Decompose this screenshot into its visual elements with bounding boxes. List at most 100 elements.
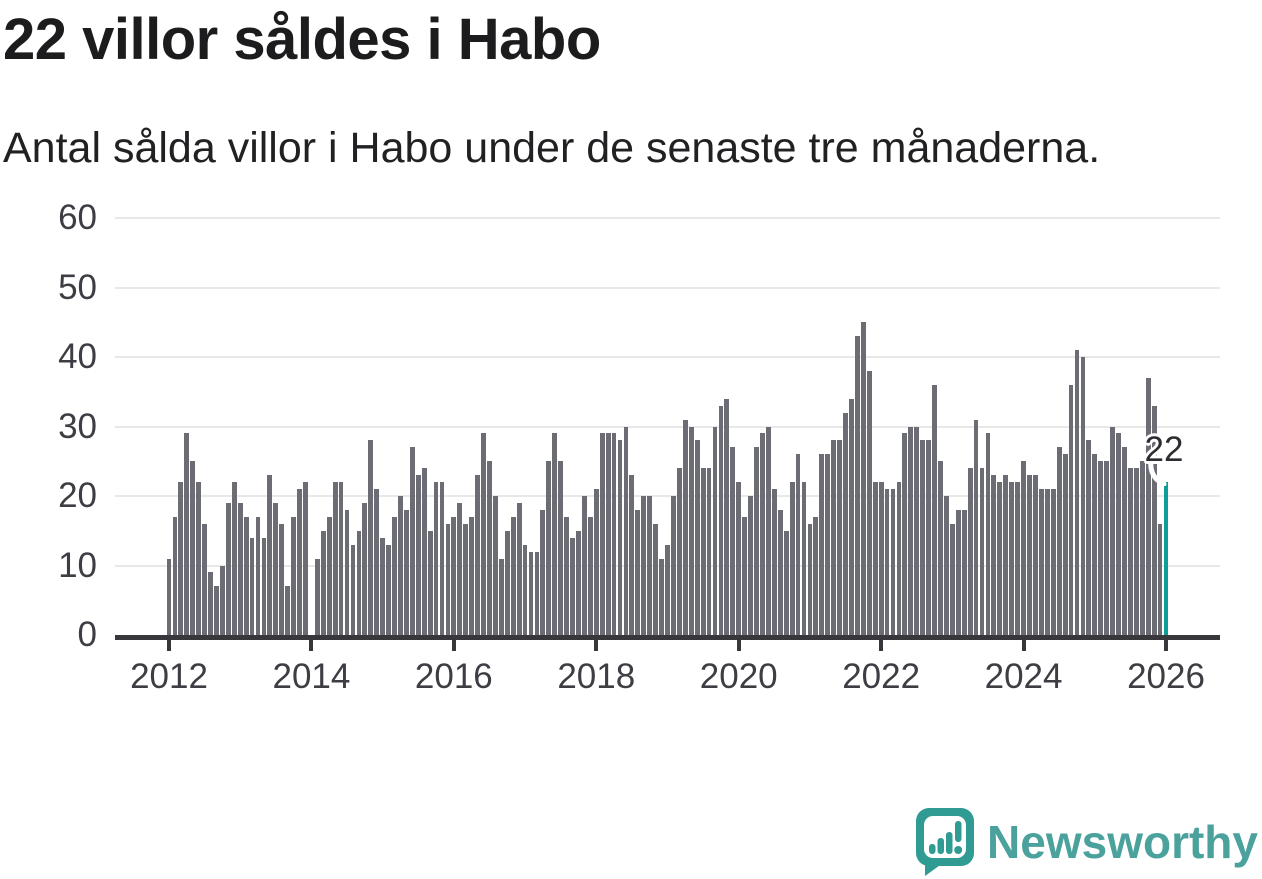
x-axis-tick-label: 2016 — [414, 657, 493, 696]
bar — [860, 322, 866, 635]
bar — [671, 496, 676, 635]
bar — [1157, 523, 1163, 635]
bar — [463, 523, 469, 635]
bar — [1145, 377, 1151, 635]
bar — [225, 502, 231, 635]
bar — [1027, 475, 1032, 635]
bar — [492, 496, 498, 635]
bar — [267, 475, 273, 635]
bar — [356, 530, 362, 635]
bar — [605, 433, 611, 635]
bar — [398, 496, 403, 635]
y-axis-tick-label: 20 — [58, 476, 97, 515]
bar — [220, 565, 225, 635]
bar — [866, 370, 872, 635]
bar — [178, 482, 184, 635]
bar — [944, 496, 949, 635]
x-axis-tick-label: 2024 — [984, 657, 1063, 696]
bar — [326, 516, 332, 635]
gridline-y-40 — [115, 356, 1220, 358]
bar — [890, 489, 896, 635]
bar — [813, 516, 819, 635]
bar — [546, 461, 552, 635]
bar — [510, 516, 516, 635]
bar — [855, 336, 860, 635]
chart-subtitle: Antal sålda villor i Habo under de senas… — [3, 124, 1101, 172]
bar — [582, 496, 587, 635]
bar — [973, 419, 979, 635]
bar — [1092, 454, 1098, 635]
bar — [243, 516, 249, 635]
bar — [1080, 357, 1086, 635]
bar — [469, 516, 475, 635]
highlight-value-label: 22 — [1144, 430, 1184, 470]
bar — [540, 509, 546, 635]
bar — [718, 405, 724, 635]
bar — [166, 558, 172, 635]
x-axis-tick — [594, 640, 599, 651]
bar — [576, 530, 581, 635]
y-axis-tick-label: 50 — [58, 267, 97, 307]
bar — [1133, 468, 1139, 635]
bar — [1009, 482, 1015, 635]
bar — [249, 537, 255, 635]
bar — [682, 419, 688, 635]
bar — [807, 523, 813, 635]
bar — [344, 509, 350, 635]
newsworthy-wordmark: Newsworthy — [987, 816, 1258, 868]
y-axis-tick-label: 10 — [58, 545, 97, 585]
bar — [1033, 475, 1038, 635]
bar — [498, 558, 504, 635]
x-axis-tick — [451, 640, 456, 651]
bar — [676, 468, 682, 635]
bar — [208, 572, 213, 635]
bar — [190, 461, 196, 635]
bar — [872, 482, 878, 635]
bar — [706, 468, 712, 635]
bar — [736, 482, 742, 635]
bar — [938, 461, 943, 635]
x-axis-tick-label: 2014 — [272, 657, 351, 696]
bar — [777, 509, 783, 635]
bar — [849, 398, 854, 635]
x-axis-tick — [879, 640, 884, 651]
bar — [599, 433, 605, 635]
bar — [843, 412, 848, 635]
bar — [475, 475, 480, 635]
bar — [1003, 475, 1009, 635]
y-axis-tick-label: 60 — [58, 198, 97, 237]
bar — [481, 433, 486, 635]
label-leader-line — [1148, 447, 1167, 487]
bar — [647, 496, 653, 635]
bar — [837, 440, 842, 635]
bar — [1122, 447, 1127, 635]
bar — [635, 509, 641, 635]
bar — [392, 516, 397, 635]
x-axis-tick-label: 2012 — [130, 657, 208, 696]
bar — [564, 516, 569, 635]
bar — [1139, 461, 1145, 635]
bar — [748, 496, 753, 635]
newsworthy-logo: Newsworthy — [915, 807, 1258, 877]
bar — [368, 440, 374, 635]
x-axis-tick — [309, 640, 314, 651]
bar — [374, 489, 380, 635]
bar — [457, 502, 463, 635]
bar — [380, 537, 386, 635]
bar — [659, 558, 664, 635]
bar — [1110, 426, 1115, 635]
x-axis-tick — [167, 640, 171, 651]
bar — [570, 537, 575, 635]
bar — [285, 586, 291, 635]
x-axis-tick — [1021, 640, 1026, 651]
bar — [1098, 461, 1104, 635]
highlight-bar — [1163, 482, 1169, 635]
bar — [332, 482, 338, 635]
bar — [611, 433, 617, 635]
bar — [1151, 405, 1157, 635]
bar — [421, 468, 427, 635]
bar — [172, 516, 178, 635]
bar — [558, 461, 564, 635]
bar — [955, 509, 961, 635]
bar — [789, 482, 795, 635]
